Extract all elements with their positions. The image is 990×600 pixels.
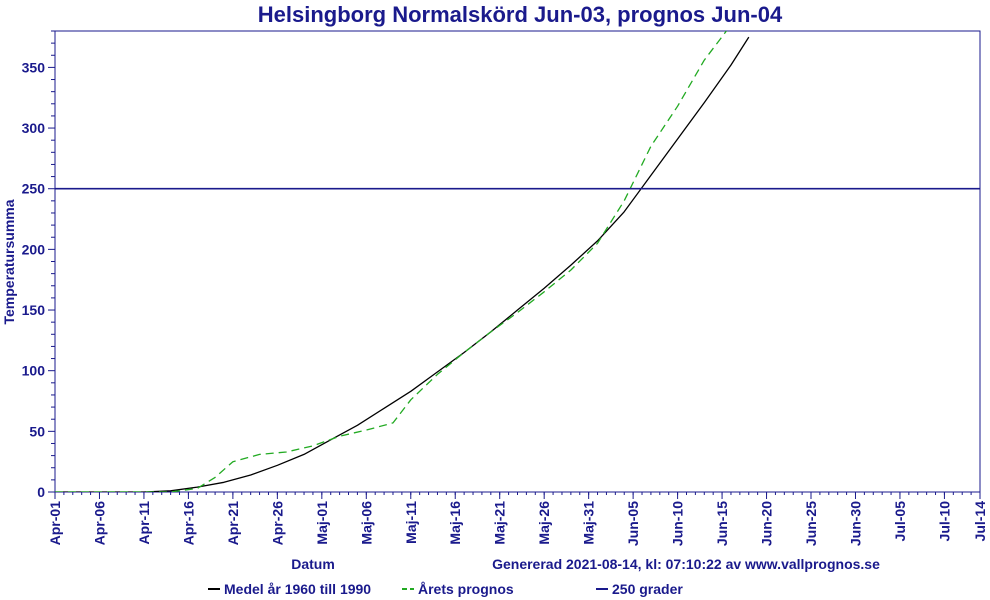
- x-tick-label: Jun-25: [803, 501, 819, 546]
- y-axis-label: Temperatursumma: [1, 199, 17, 324]
- x-tick-label: Apr-26: [269, 501, 285, 546]
- chart-title: Helsingborg Normalskörd Jun-03, prognos …: [258, 2, 783, 27]
- x-tick-label: Apr-01: [47, 501, 63, 546]
- x-axis-label: Datum: [291, 556, 335, 572]
- y-axis: 0 50 100 150 200 250 300 350: [22, 30, 55, 500]
- y-tick-label: 300: [22, 120, 46, 136]
- x-tick-label: Jul-10: [936, 501, 952, 542]
- y-tick-label: 350: [22, 59, 46, 75]
- x-tick-label: Apr-06: [91, 501, 107, 546]
- y-tick-label: 250: [22, 181, 46, 197]
- x-tick-label: Jun-10: [670, 501, 686, 546]
- x-tick-label: Jul-14: [972, 501, 988, 542]
- y-tick-label: 0: [37, 484, 45, 500]
- legend-label: 250 grader: [612, 581, 683, 597]
- x-tick-label: Maj-16: [447, 501, 463, 545]
- y-tick-label: 100: [22, 363, 46, 379]
- plot-area: [54, 30, 981, 493]
- y-tick-label: 50: [29, 423, 45, 439]
- x-tick-label: Maj-01: [314, 501, 330, 545]
- x-tick-label: Maj-06: [358, 501, 374, 545]
- x-axis: Apr-01 Apr-06 Apr-11 Apr-16 Apr-21 Apr-26 Maj-…: [47, 492, 988, 546]
- series-line-1: [55, 36, 750, 492]
- x-tick-label: Maj-21: [492, 501, 508, 545]
- x-tick-label: Maj-11: [403, 501, 419, 544]
- x-tick-label: Jun-30: [847, 501, 863, 546]
- x-tick-label: Apr-11: [136, 501, 152, 545]
- legend-label: Medel år 1960 till 1990: [224, 581, 371, 597]
- x-tick-label: Apr-21: [225, 501, 241, 546]
- y-tick-label: 150: [22, 302, 46, 318]
- series-line-2: [55, 31, 728, 492]
- generated-note: Genererad 2021-08-14, kl: 07:10:22 av ww…: [492, 556, 880, 572]
- x-tick-label: Maj-31: [581, 501, 597, 545]
- x-tick-label: Jun-05: [625, 501, 641, 546]
- x-tick-label: Jun-15: [714, 501, 730, 546]
- legend-label: Årets prognos: [418, 581, 514, 597]
- series-layer: [55, 31, 980, 492]
- x-tick-label: Jul-05: [892, 501, 908, 542]
- x-tick-label: Jun-20: [759, 501, 775, 546]
- legend: Medel år 1960 till 1990 Årets prognos 250 …: [208, 581, 683, 597]
- x-tick-label: Maj-26: [536, 501, 552, 545]
- y-tick-label: 200: [22, 241, 46, 257]
- x-tick-label: Apr-16: [180, 501, 196, 546]
